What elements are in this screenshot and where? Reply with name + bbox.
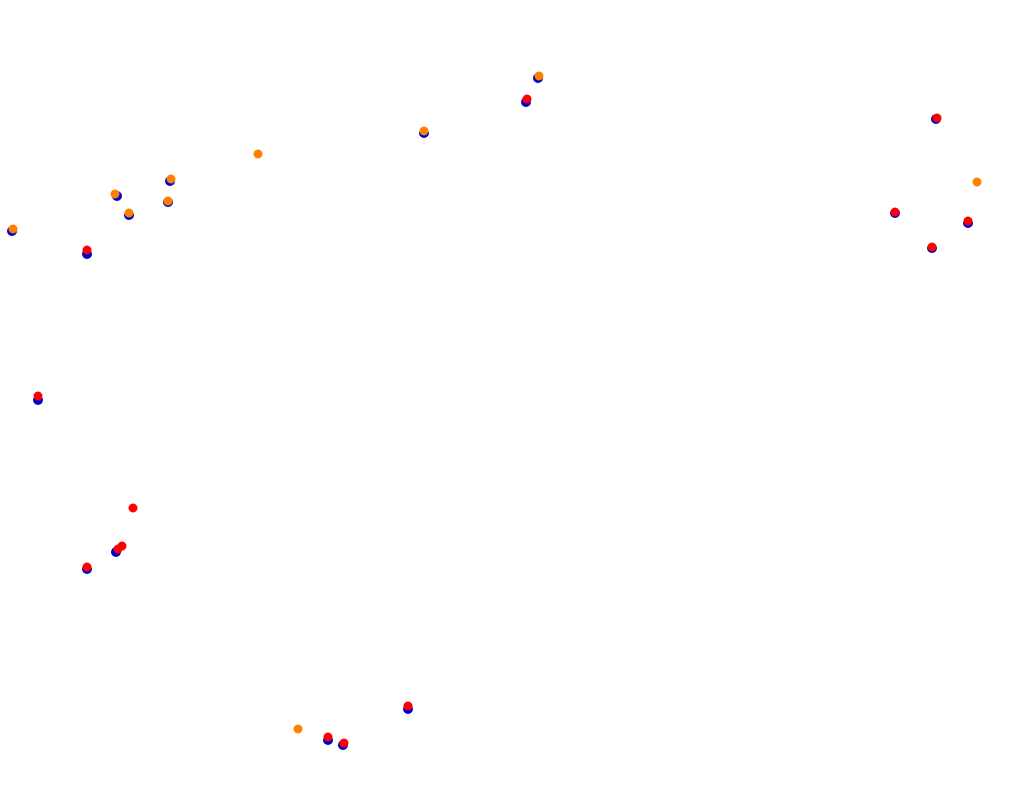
- point: [33, 391, 43, 401]
- point: [419, 126, 429, 136]
- point: [323, 732, 333, 742]
- point: [534, 71, 544, 81]
- point: [972, 177, 982, 187]
- point: [339, 738, 349, 748]
- point: [253, 149, 263, 159]
- point: [963, 216, 973, 226]
- point: [927, 242, 937, 252]
- point: [117, 541, 127, 551]
- point: [124, 208, 134, 218]
- point: [166, 174, 176, 184]
- point: [82, 245, 92, 255]
- point: [8, 224, 18, 234]
- point: [128, 503, 138, 513]
- point: [890, 207, 900, 217]
- point: [293, 724, 303, 734]
- point: [110, 189, 120, 199]
- point: [82, 562, 92, 572]
- point: [163, 196, 173, 206]
- point: [932, 113, 942, 123]
- point: [522, 94, 532, 104]
- point: [403, 701, 413, 711]
